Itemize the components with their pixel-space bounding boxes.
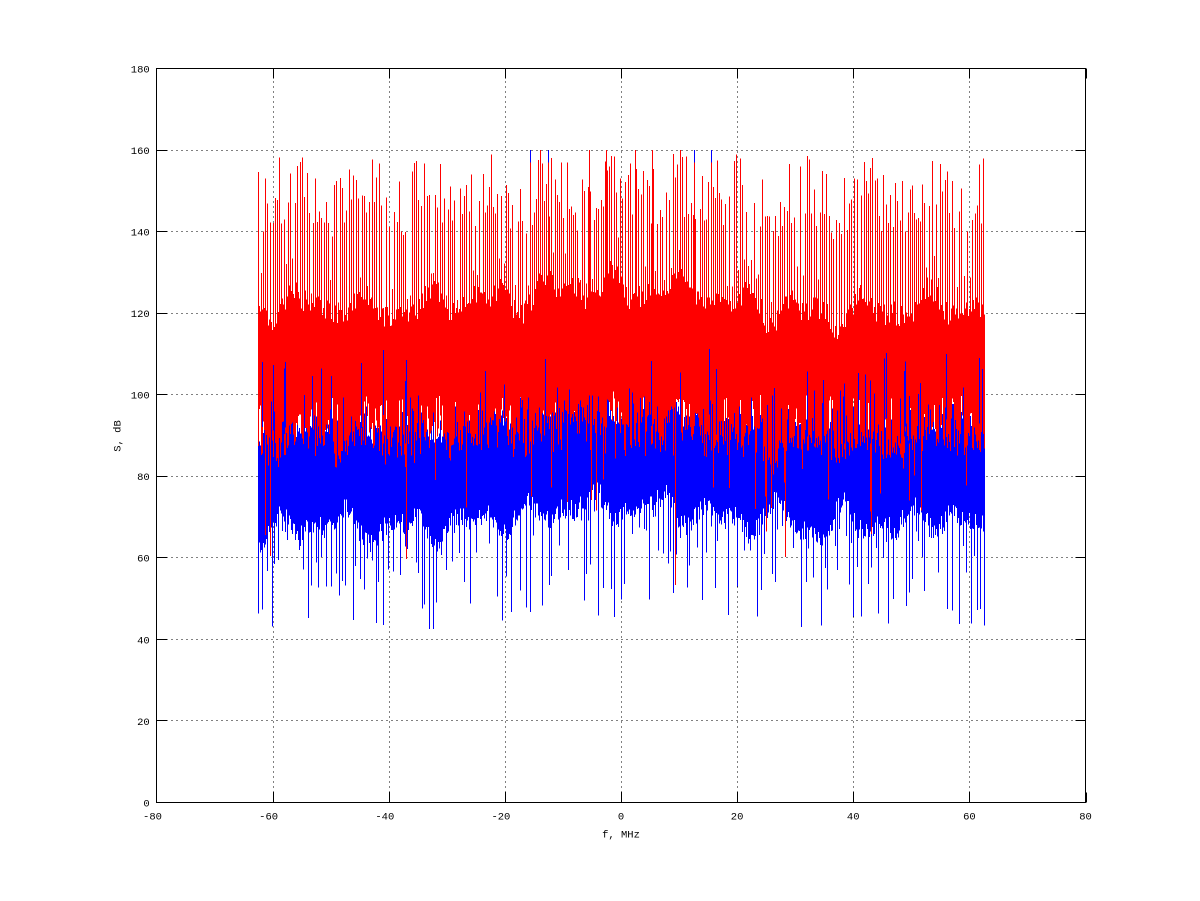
svg-text:120: 120 [131, 309, 150, 321]
svg-text:0: 0 [143, 798, 149, 810]
svg-text:f, MHz: f, MHz [602, 830, 640, 842]
svg-text:100: 100 [131, 391, 150, 403]
svg-text:40: 40 [137, 635, 150, 647]
svg-text:80: 80 [137, 472, 150, 484]
svg-text:S, dB: S, dB [113, 420, 125, 452]
svg-text:0: 0 [618, 812, 624, 824]
svg-text:40: 40 [847, 812, 860, 824]
svg-text:-20: -20 [491, 812, 510, 824]
svg-text:-80: -80 [143, 812, 162, 824]
svg-text:140: 140 [131, 228, 150, 240]
svg-text:60: 60 [963, 812, 976, 824]
svg-text:60: 60 [137, 554, 150, 566]
svg-text:20: 20 [731, 812, 744, 824]
svg-text:-40: -40 [375, 812, 394, 824]
svg-text:20: 20 [137, 717, 150, 729]
svg-text:180: 180 [131, 64, 150, 76]
svg-text:160: 160 [131, 146, 150, 158]
svg-text:80: 80 [1079, 812, 1092, 824]
svg-text:-60: -60 [259, 812, 278, 824]
